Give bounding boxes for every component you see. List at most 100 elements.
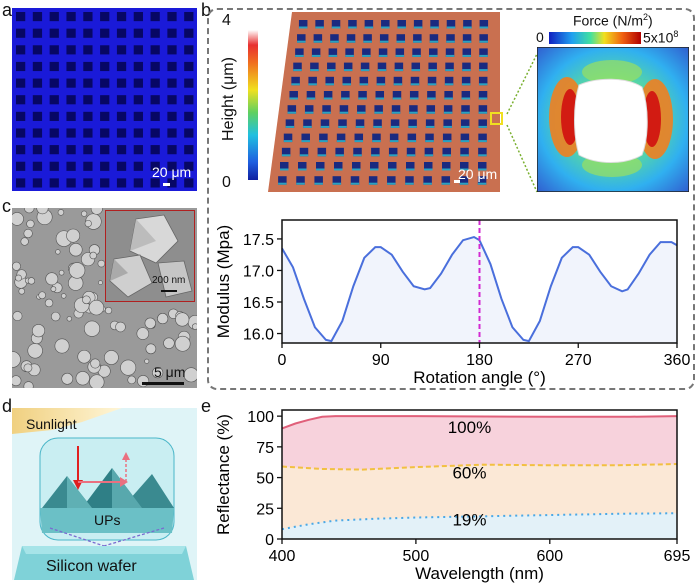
sem-particle [75, 371, 90, 386]
height-map-pit [408, 119, 417, 128]
height-map-pit-edge [395, 54, 405, 57]
height-map-pit [396, 34, 406, 43]
height-map-pit-edge [427, 83, 437, 86]
height-map-pit-edge [462, 40, 472, 43]
sem-particle [50, 286, 57, 292]
height-map-pit-edge [463, 26, 472, 29]
height-map-pit [446, 34, 455, 43]
grid-pit [184, 78, 194, 88]
height-map-pit [477, 176, 487, 185]
height-map-pit-edge [334, 168, 343, 171]
height-map-pit-edge [298, 168, 307, 171]
height-map-pit [283, 133, 293, 143]
sem-particle [36, 208, 49, 215]
height-map-pit-edge [461, 97, 471, 100]
height-map-pit [427, 76, 437, 86]
grid-pit [150, 78, 160, 88]
grid-pit [100, 28, 110, 38]
height-map-pit-edge [430, 26, 439, 29]
height-map-pit-edge [331, 26, 341, 29]
height-map-pit [368, 176, 378, 185]
grid-pit [184, 128, 194, 138]
sunlight-label: Sunlight [26, 416, 77, 432]
grid-pit [100, 178, 110, 188]
silicon-wafer-label: Silicon wafer [46, 558, 137, 575]
height-map-pit-edge [376, 83, 386, 86]
grid-pit [133, 45, 143, 55]
height-map-pit [334, 162, 343, 171]
height-map-pit-edge [413, 26, 423, 29]
grid-pit [83, 128, 93, 138]
grid-pit [100, 145, 110, 155]
sem-particle [58, 269, 65, 276]
height-map-pit-edge [478, 111, 488, 114]
reflectance-plot-frame [281, 409, 678, 540]
height-map-pit [392, 91, 402, 100]
grid-pit [32, 128, 43, 138]
height-map-pit-edge [352, 168, 361, 171]
grid-pit [150, 178, 160, 188]
height-map-pit-edge [381, 26, 390, 29]
height-map-pit [459, 176, 469, 185]
grid-pit [100, 45, 110, 55]
grid-pit [167, 95, 177, 105]
grid-pit [116, 128, 127, 138]
reflectance-xtick-label: 400 [269, 548, 296, 565]
sem-inset-particles [109, 214, 193, 298]
height-map-pit-edge [389, 140, 399, 143]
force-colorbar [549, 32, 641, 44]
height-map-pit-edge [462, 69, 471, 72]
grid-pit [16, 128, 26, 138]
height-map-pit-edge [479, 54, 488, 57]
grid-pit [16, 111, 26, 121]
force-colorbar-max: 5x108 [643, 29, 678, 46]
height-map-pit-edge [409, 97, 419, 100]
height-map-pit-edge [461, 111, 470, 114]
grid-pit [66, 145, 76, 155]
height-map-pit-edge [285, 125, 295, 128]
height-map-pit-edge [372, 140, 381, 143]
height-map-pit-edge [429, 40, 439, 43]
grid-pit [32, 95, 43, 105]
height-map-pit-edge [425, 125, 435, 128]
height-map-pit-edge [478, 154, 487, 157]
height-map-pit-edge [316, 168, 325, 171]
height-colorbar-max: 4 [222, 12, 231, 29]
height-map-pit-edge [478, 83, 488, 86]
height-map-pit [479, 48, 488, 57]
height-map-pit-edge [388, 168, 397, 171]
panel-label-b: b [201, 0, 212, 20]
height-map-pit-edge [478, 125, 487, 128]
grid-pit [116, 61, 127, 72]
grid-pit [16, 95, 26, 105]
height-map-pit-edge [462, 54, 472, 57]
height-map-pit [413, 20, 423, 29]
grid-pit [167, 161, 177, 171]
height-map-pit-edge [323, 97, 333, 100]
height-map-pit-edge [461, 83, 471, 86]
ups-label: UPs [94, 512, 121, 528]
reflectance-ytick-label: 0 [265, 532, 274, 549]
grid-pit [150, 161, 160, 171]
sem-particle [61, 372, 74, 385]
inset-scalebar [161, 290, 177, 292]
height-map-pit-edge [478, 140, 487, 143]
height-map-pit-edge [328, 54, 338, 57]
grid-pit [116, 95, 127, 105]
sem-particle [15, 274, 22, 282]
grid-pit [49, 12, 59, 22]
grid-pit [32, 178, 43, 188]
height-map-pit [441, 176, 451, 185]
height-map-pit-edge [479, 26, 489, 29]
height-map-pit [378, 48, 388, 57]
grid-pit [167, 178, 177, 188]
height-map-pit-edge [427, 97, 436, 100]
height-map-pit [341, 91, 350, 100]
modulus-ytick-label: 16.5 [243, 295, 274, 312]
sem-particle [98, 280, 103, 285]
grid-pit [83, 28, 93, 38]
height-map-pit [291, 76, 300, 86]
grid-pit [83, 78, 93, 88]
grid-pit [133, 111, 143, 121]
height-map-pit [409, 91, 419, 100]
